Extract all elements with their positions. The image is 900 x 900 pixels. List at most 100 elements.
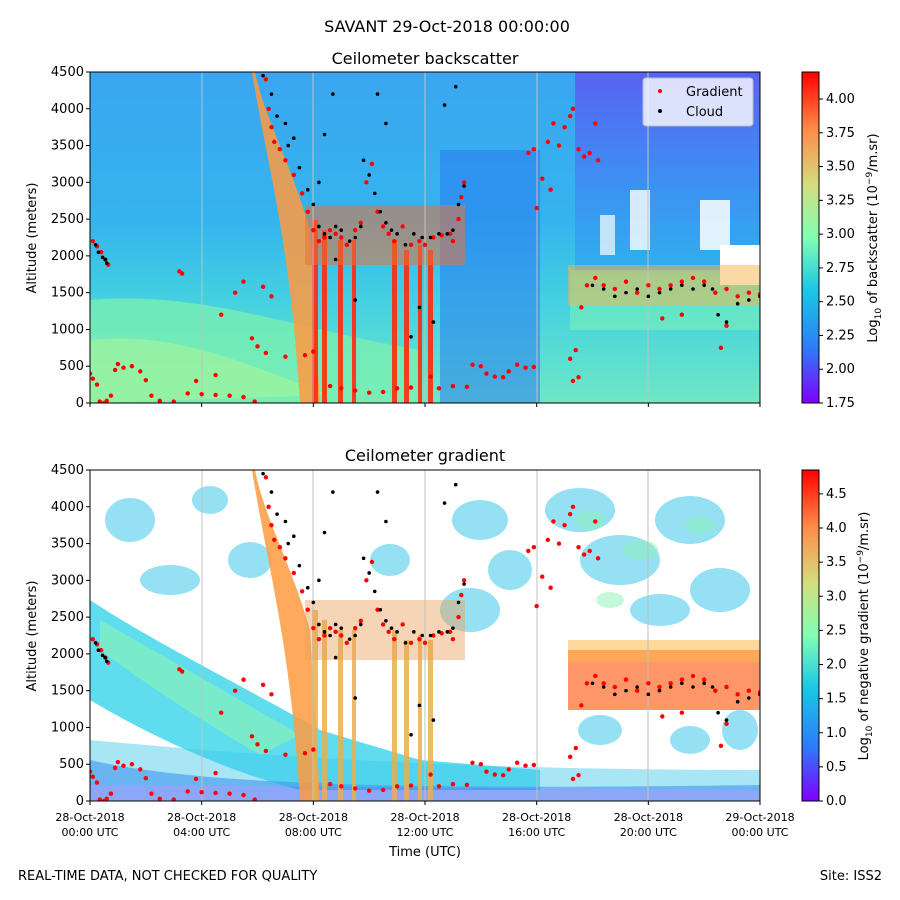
cloud-point	[420, 633, 425, 638]
gradient-point	[576, 545, 581, 550]
gradient-point	[149, 393, 154, 398]
gradient-point	[353, 786, 358, 791]
gradient-point	[484, 371, 489, 376]
cloud-point	[361, 158, 366, 163]
gradient-point	[587, 150, 592, 156]
gradient-point	[386, 231, 391, 237]
gradient-point	[567, 754, 573, 760]
gradient-point	[601, 283, 606, 288]
cloud-point	[104, 659, 109, 664]
x-tick-date: 28-Oct-2018	[614, 811, 683, 824]
gradient-point	[447, 231, 453, 237]
y-tick-label: 500	[59, 757, 84, 772]
gradient-point	[283, 158, 288, 163]
colorbar-tick-label: 2.50	[826, 295, 855, 310]
cloud-point	[747, 298, 751, 302]
gradient-point	[492, 374, 497, 379]
gradient-point	[400, 622, 405, 627]
cloud-point	[275, 114, 279, 118]
gradient-point	[90, 769, 93, 774]
gradient-point	[90, 371, 93, 376]
gradient-heatmap	[90, 470, 760, 801]
gradient-point	[97, 399, 102, 403]
backscatter-gradient-points	[90, 77, 760, 403]
gradient-point	[90, 774, 95, 779]
colorbar-tick-label: 1.0	[826, 726, 847, 741]
gradient-hour-gridlines	[201, 470, 649, 801]
gradient-point	[646, 681, 651, 686]
gradient-point	[679, 279, 685, 284]
cloud-point	[347, 637, 352, 641]
gradient-point	[149, 791, 154, 796]
x-tick-time: 16:00 UTC	[508, 826, 565, 839]
cloud-point	[269, 490, 274, 494]
cloud-point	[389, 228, 394, 232]
gradient-point	[500, 773, 506, 778]
gradient-point	[573, 745, 578, 751]
gradient-point	[422, 640, 428, 646]
gradient-point	[464, 384, 470, 390]
cloud-point	[437, 630, 441, 634]
gradient-point	[718, 743, 724, 749]
gradient-point	[428, 374, 433, 379]
gradient-point	[199, 789, 204, 795]
gradient-point	[333, 629, 338, 635]
y-tick-label: 1500	[51, 684, 84, 699]
gradient-point	[526, 548, 531, 554]
gradient-point	[157, 398, 162, 403]
gradient-point	[531, 762, 537, 768]
cloud-point	[103, 655, 108, 660]
gradient-point	[484, 769, 489, 774]
cloud-point	[403, 641, 408, 645]
cloud-point	[462, 184, 466, 188]
cloud-point	[456, 600, 461, 605]
legend-gradient-label: Gradient	[686, 85, 743, 100]
gradient-point	[311, 349, 316, 354]
gradient-point	[660, 714, 665, 719]
y-tick-label: 3500	[51, 537, 84, 552]
cloud-point	[305, 187, 310, 192]
cloud-point	[322, 630, 327, 634]
gradient-point	[570, 504, 576, 509]
gradient-point	[459, 592, 464, 598]
colorbar-tick-label: 0.0	[826, 794, 847, 809]
gradient-point	[90, 238, 95, 244]
cloud-point	[417, 703, 422, 708]
gradient-point	[213, 770, 218, 776]
gradient-point	[94, 382, 100, 387]
legend: Gradient Cloud	[642, 77, 754, 127]
cloud-point	[428, 235, 433, 240]
gradient-point	[548, 187, 553, 192]
cloud-point	[445, 232, 450, 236]
gradient-point	[98, 648, 104, 653]
cloud-point	[339, 228, 344, 232]
gradient-point	[623, 279, 629, 284]
gradient-point	[514, 362, 520, 367]
gradient-point	[115, 759, 121, 765]
gradient-point	[311, 747, 316, 752]
gradient-point	[470, 362, 475, 367]
x-tick-time: 20:00 UTC	[620, 826, 677, 839]
gradient-point	[241, 677, 246, 682]
gradient-point	[579, 305, 584, 310]
y-tick-label: 3000	[51, 175, 84, 190]
gradient-point	[129, 762, 135, 767]
gradient-gradient-points	[90, 475, 760, 801]
gradient-point	[219, 710, 224, 715]
gradient-point	[277, 545, 283, 550]
cloud-point	[104, 261, 109, 266]
x-tick-time: 08:00 UTC	[285, 826, 342, 839]
cloud-point	[305, 585, 310, 590]
cloud-point	[657, 290, 662, 295]
backscatter-y-label: Altitude (meters)	[25, 183, 40, 294]
gradient-point	[623, 677, 629, 682]
cloud-point	[333, 655, 338, 660]
gradient-colorbar: 0.0 0.5 1.0 1.5 2.0 2.5 3.0 3.5 4.0 4.5 Log10 of …	[801, 469, 875, 809]
cloud-point	[613, 294, 617, 299]
cloud-point	[347, 239, 352, 243]
colorbar-tick-label: 4.00	[826, 92, 855, 107]
cloud-point	[668, 287, 673, 291]
gradient-point	[199, 391, 204, 397]
cloud-point	[333, 224, 338, 229]
y-tick-label: 0	[76, 794, 84, 809]
